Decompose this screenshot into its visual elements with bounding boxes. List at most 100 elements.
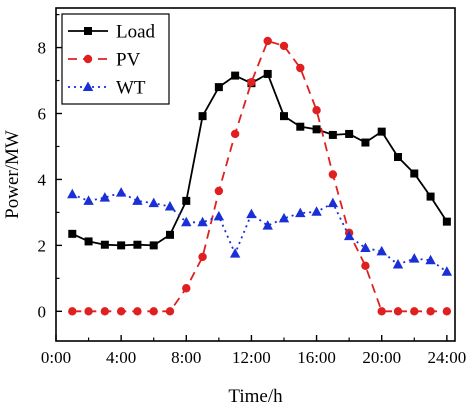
- data-point-wt: [392, 259, 404, 269]
- data-point-pv: [410, 307, 419, 316]
- data-point-pv: [214, 186, 224, 196]
- data-point-pv: [230, 129, 240, 139]
- data-point-load: [426, 192, 435, 201]
- data-point-load: [394, 153, 402, 162]
- data-point-pv: [312, 106, 321, 115]
- data-point-load: [166, 230, 174, 239]
- x-tick-label: 24:00: [427, 348, 466, 367]
- data-point-load: [117, 241, 126, 250]
- data-point-pv: [198, 252, 207, 262]
- legend: Load PV WT: [61, 13, 170, 105]
- x-tick-label: 4:00: [106, 348, 136, 367]
- y-tick-label: 6: [38, 105, 47, 124]
- data-point-wt: [262, 220, 273, 230]
- legend-marker: [84, 27, 92, 35]
- data-point-pv: [84, 307, 93, 316]
- data-point-wt: [213, 210, 225, 221]
- data-point-load: [280, 112, 288, 121]
- data-point-wt: [278, 212, 290, 223]
- data-point-wt: [360, 242, 371, 253]
- x-tick-label: 20:00: [362, 348, 401, 367]
- data-point-pv: [182, 284, 191, 293]
- data-point-wt: [197, 216, 208, 227]
- y-tick-label: 4: [38, 170, 47, 189]
- chart-marks: [67, 36, 453, 316]
- data-point-wt: [425, 254, 436, 265]
- x-tick-label: 12:00: [232, 348, 271, 367]
- data-point-load: [68, 229, 77, 238]
- data-point-wt: [132, 195, 143, 205]
- data-point-load: [100, 240, 109, 249]
- data-point-wt: [229, 248, 241, 258]
- data-point-wt: [441, 266, 453, 276]
- series-load: [68, 69, 451, 250]
- data-point-wt: [67, 188, 78, 199]
- x-tick-label: 8:00: [171, 348, 201, 367]
- y-tick-label: 8: [38, 39, 47, 58]
- data-point-load: [84, 237, 93, 246]
- y-tick-label: 2: [38, 236, 47, 255]
- data-point-pv: [165, 307, 175, 316]
- data-point-pv: [296, 63, 305, 73]
- data-point-wt: [327, 197, 339, 208]
- data-point-pv: [100, 307, 110, 316]
- data-point-wt: [164, 200, 176, 211]
- y-axis-title: Power/MW: [2, 130, 23, 219]
- data-point-load: [361, 138, 370, 147]
- data-point-wt: [181, 216, 192, 227]
- legend-marker: [83, 54, 93, 64]
- data-point-load: [442, 217, 451, 226]
- data-point-load: [149, 241, 158, 250]
- y-tick-label: 0: [38, 302, 47, 321]
- legend-box: [61, 13, 170, 105]
- legend-item-pv: PV: [68, 50, 141, 71]
- data-point-pv: [426, 307, 435, 316]
- data-point-load: [182, 196, 191, 205]
- x-axis-title: Time/h: [228, 386, 283, 407]
- x-tick-label: 16:00: [297, 348, 336, 367]
- x-tick-label: 0:00: [41, 348, 71, 367]
- data-point-pv: [263, 36, 272, 46]
- data-point-load: [312, 125, 321, 134]
- data-point-wt: [83, 195, 94, 205]
- data-point-load: [133, 240, 142, 249]
- data-point-wt: [376, 245, 387, 256]
- legend-label: WT: [116, 78, 146, 99]
- data-point-wt: [246, 208, 257, 219]
- data-point-load: [198, 112, 207, 121]
- data-point-load: [410, 169, 419, 178]
- data-point-pv: [149, 307, 158, 316]
- legend-label: PV: [116, 50, 141, 71]
- data-point-load: [377, 127, 386, 136]
- data-point-pv: [377, 307, 386, 316]
- plot-frame: [55, 7, 456, 342]
- data-point-load: [214, 83, 223, 92]
- data-point-load: [263, 69, 272, 78]
- legend-marker: [82, 81, 94, 91]
- data-point-pv: [133, 307, 142, 316]
- data-point-pv: [279, 41, 289, 51]
- data-point-load: [231, 71, 240, 80]
- data-point-pv: [361, 261, 370, 271]
- data-point-wt: [311, 206, 322, 216]
- series-line-wt: [71, 191, 448, 273]
- data-point-pv: [393, 307, 403, 316]
- data-point-load: [345, 129, 354, 138]
- data-point-wt: [409, 253, 420, 263]
- data-point-pv: [68, 307, 77, 316]
- data-point-pv: [328, 170, 338, 179]
- data-point-pv: [247, 77, 256, 87]
- data-point-load: [296, 122, 305, 131]
- legend-item-load: Load: [68, 22, 156, 43]
- data-point-wt: [295, 207, 306, 218]
- legend-label: Load: [116, 22, 156, 43]
- axis-ticks: 0:00 4:00 8:00 12:00 16:00 20:00 24:00 0 2 4 6 8: [38, 13, 466, 367]
- data-point-pv: [116, 307, 126, 316]
- series-pv: [68, 36, 452, 316]
- data-point-wt: [115, 187, 127, 197]
- data-point-wt: [343, 230, 355, 241]
- data-point-load: [328, 130, 337, 139]
- series-wt: [67, 187, 453, 276]
- data-point-pv: [442, 307, 452, 316]
